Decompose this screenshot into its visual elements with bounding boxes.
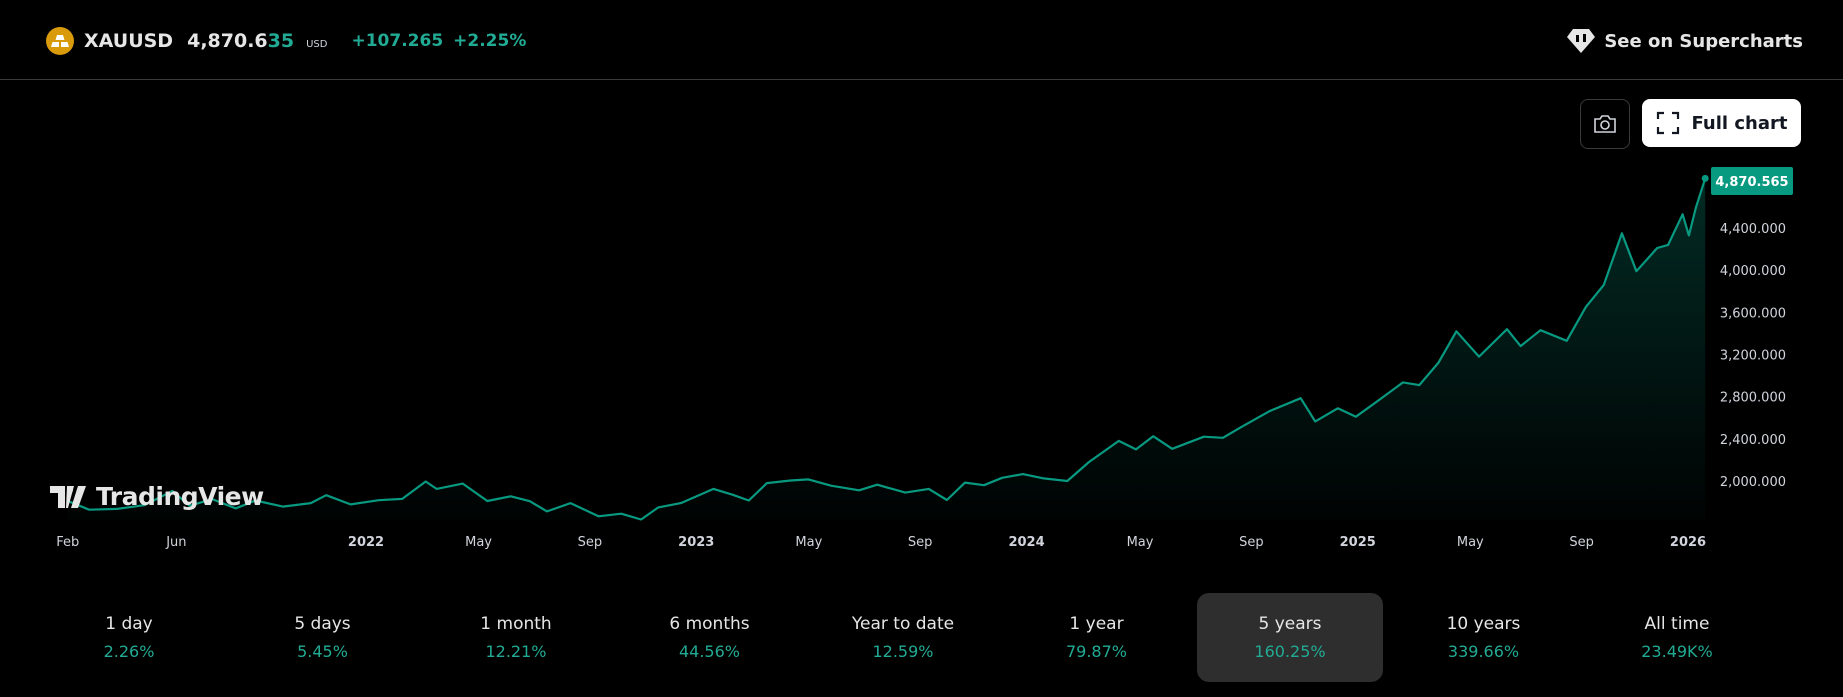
period-6-months[interactable]: 6 months 44.56% [617,593,803,682]
x-axis-tick-label: May [795,535,822,550]
snapshot-button[interactable] [1580,99,1630,149]
header-divider [0,79,1843,80]
x-axis-tick-label: Sep [1239,535,1264,550]
gold-bars-icon [46,27,74,55]
price-area-fill [67,178,1706,520]
period-selector: 1 day 2.26% 5 days 5.45% 1 month 12.21% 6 mont… [0,593,1843,682]
period-change: 339.66% [1447,642,1520,661]
period-all-time[interactable]: All time 23.49K% [1584,593,1770,682]
period-label: 10 years [1446,614,1521,634]
period-change: 12.59% [872,642,934,661]
y-axis-tick-label: 2,400.000 [1720,433,1786,448]
period-10-years[interactable]: 10 years 339.66% [1391,593,1577,682]
price-line [66,178,1707,521]
last-price: 4,870.635 [187,30,294,52]
x-axis-tick-label: Sep [1569,535,1594,550]
full-chart-button[interactable]: Full chart [1642,99,1801,147]
camera-icon [1594,115,1616,133]
period-1-month[interactable]: 1 month 12.21% [423,593,609,682]
supercharts-label: See on Supercharts [1604,30,1803,52]
price-main: 4,870.6 [187,30,268,52]
x-axis-tick-label: Jun [165,535,186,550]
period-label: 1 day [105,614,153,634]
period-5-days[interactable]: 5 days 5.45% [230,593,416,682]
symbol-name[interactable]: XAUUSD [84,30,174,52]
x-axis-tick-label: Feb [56,535,79,550]
x-axis-tick-label: Sep [908,535,933,550]
price-chart[interactable]: 2,000.000 2,400.000 2,800.000 3,200.000 3,60… [0,0,1843,570]
x-axis-tick-label: May [465,535,492,550]
y-axis-tick-label: 3,200.000 [1720,348,1786,363]
period-label: All time [1644,614,1710,634]
period-label: 1 month [480,614,552,634]
period-change: 160.25% [1254,642,1326,661]
period-label: 5 days [294,614,351,634]
fullscreen-icon [1656,111,1679,135]
period-5-years[interactable]: 5 years 160.25% [1197,593,1383,682]
x-axis-tick-label: 2024 [1008,535,1044,550]
y-axis-tick-label: 4,400.000 [1720,222,1786,237]
tradingview-watermark: TradingView [50,482,264,511]
period-change: 79.87% [1065,642,1127,661]
price-tail: 35 [267,30,295,52]
currency: USD [306,39,328,50]
y-axis-tick-label: 2,800.000 [1720,391,1786,406]
period-year-to-date[interactable]: Year to date 12.59% [810,593,996,682]
change-pct: +2.25% [453,31,527,51]
tradingview-logo-icon [50,485,86,508]
period-change: 5.45% [297,642,348,661]
period-label: 6 months [669,614,750,634]
last-price-badge [1711,167,1793,195]
x-axis-tick-label: 2023 [678,535,714,550]
x-axis-tick-label: May [1457,535,1484,550]
period-change: 2.26% [103,642,155,661]
x-axis-tick-label: Sep [578,535,603,550]
y-axis-tick-label: 4,000.000 [1720,264,1786,279]
x-axis-tick-label: 2026 [1670,535,1706,550]
y-axis-tick-label: 2,000.000 [1720,475,1786,490]
period-1-year[interactable]: 1 year 79.87% [1004,593,1190,682]
period-change: 12.21% [485,642,547,661]
period-label: 1 year [1069,614,1124,634]
change-abs: +107.265 [351,31,444,51]
period-change: 44.56% [678,642,740,661]
symbol-header: XAUUSD 4,870.635 USD +107.265 +2.25% [46,26,526,56]
period-1-day[interactable]: 1 day 2.26% [36,593,222,682]
period-label: 5 years [1258,614,1322,634]
supercharts-icon [1567,29,1596,53]
period-change: 23.49K% [1641,642,1713,661]
x-axis-tick-label: 2022 [348,535,384,550]
last-price-badge-text: 4,870.565 [1715,175,1788,190]
y-axis-tick-label: 3,600.000 [1720,306,1786,321]
x-axis-tick-label: May [1127,535,1154,550]
full-chart-label: Full chart [1691,112,1788,134]
x-axis-tick-label: 2025 [1340,535,1376,550]
see-on-supercharts-link[interactable]: See on Supercharts [1566,26,1803,56]
last-point-marker [1701,174,1709,182]
period-label: Year to date [851,614,955,634]
tradingview-wordmark: TradingView [96,482,264,511]
